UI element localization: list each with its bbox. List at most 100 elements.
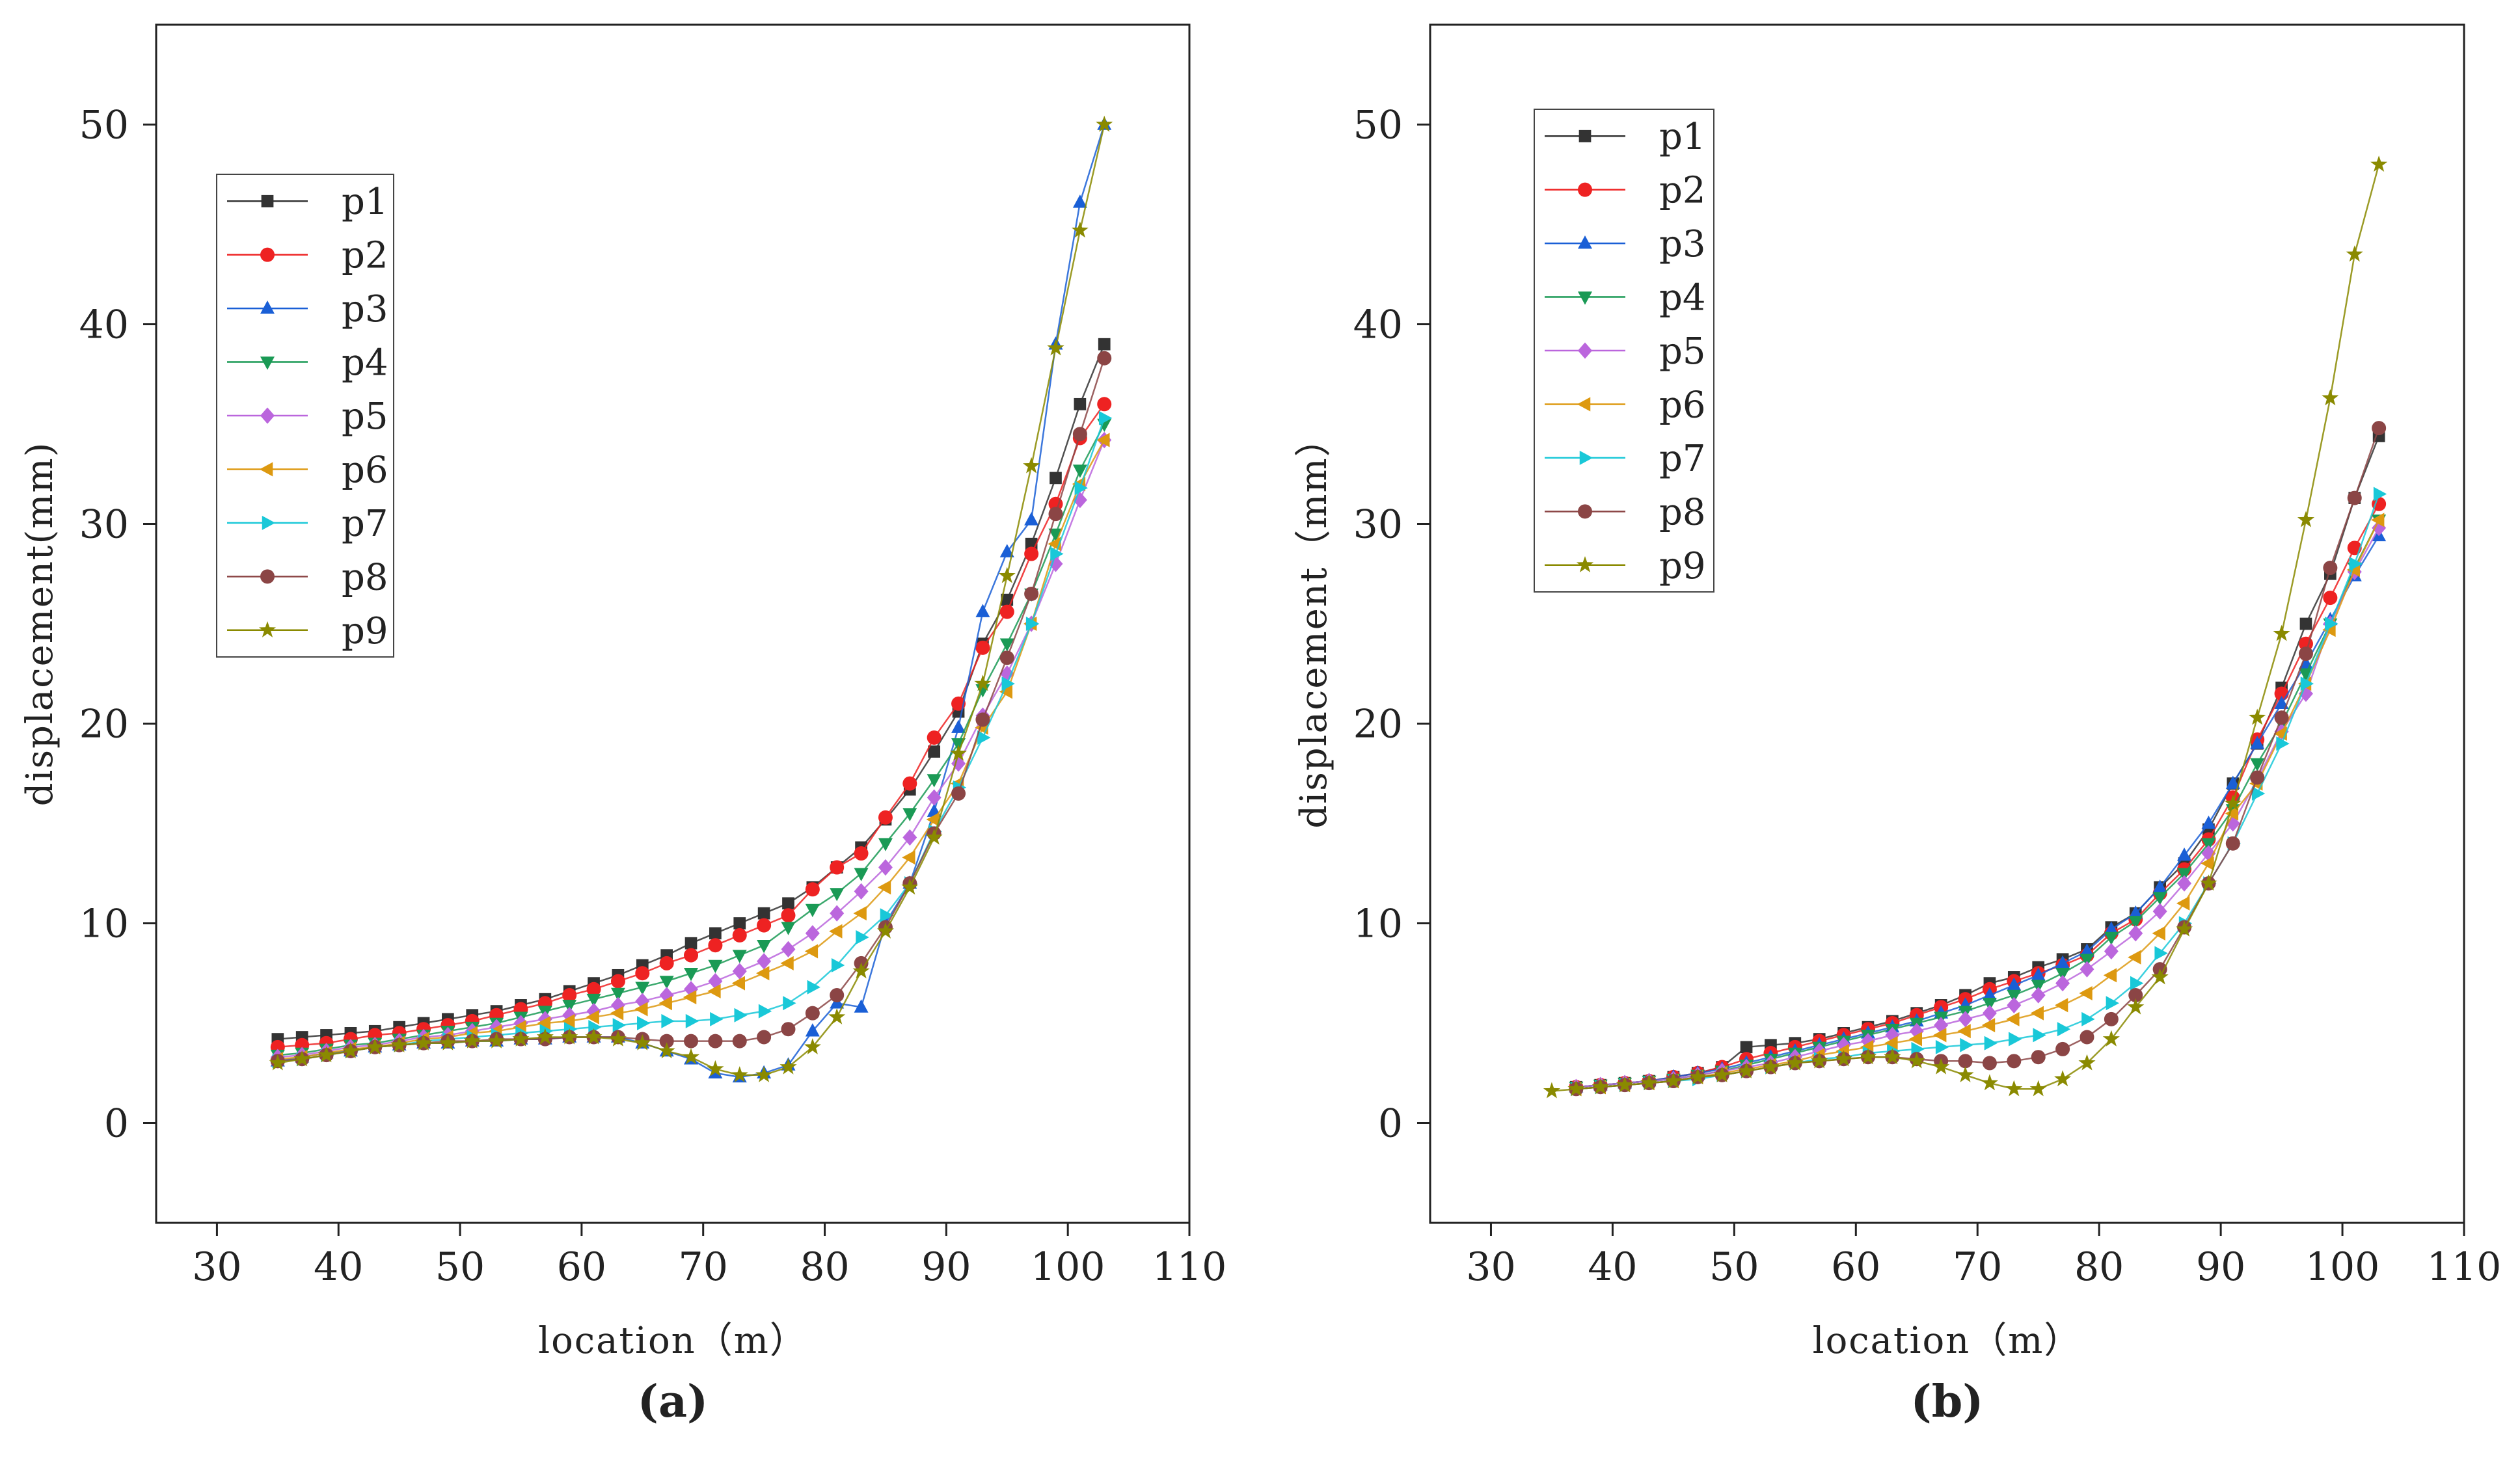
x-tick-label: 40: [314, 1244, 363, 1290]
data-point-p6: [926, 812, 940, 827]
y-tick-label: 40: [1353, 302, 1403, 348]
series-line-p2: [1576, 503, 2380, 1088]
data-point-p7: [1098, 410, 1113, 425]
data-point-p9: [1713, 1066, 1731, 1082]
data-point-p9: [828, 1008, 846, 1024]
data-point-p7: [2251, 786, 2266, 801]
data-point-p4: [805, 903, 820, 918]
data-point-p4: [830, 888, 845, 902]
legend-marker-p1: [261, 194, 274, 207]
data-point-p3: [854, 999, 869, 1013]
data-point-p9: [585, 1028, 603, 1045]
data-point-p8: [2080, 1030, 2094, 1045]
panel-a: 30 40 50 60 70 80 90 100 110 0 10 20 30 40 50 location（…: [19, 23, 1226, 1428]
data-point-p7: [1025, 617, 1040, 631]
data-point-p7: [637, 1016, 651, 1030]
data-point-p5: [927, 789, 942, 806]
data-point-p7: [685, 1013, 699, 1028]
legend-label-p7: p7: [1659, 438, 1705, 480]
data-point-p4: [1072, 464, 1087, 478]
x-tick-label: 100: [1031, 1244, 1105, 1290]
data-point-p7: [1960, 1037, 1973, 1052]
data-point-p8: [975, 712, 990, 727]
data-point-p4: [2177, 868, 2192, 881]
data-point-p9: [658, 1042, 675, 1059]
panel-b: 30 40 50 60 70 80 90 100 110 0 10 20 30 40 50 location（…: [1293, 23, 2501, 1428]
data-point-p3: [2152, 879, 2167, 893]
data-point-p7: [831, 957, 845, 972]
legend: p1 p2 p3 p4 p5 p6 p7 p8 p9: [1534, 109, 1714, 593]
data-point-p4: [1048, 528, 1063, 542]
data-point-p3: [2055, 955, 2070, 969]
data-point-p6: [586, 1009, 599, 1024]
data-point-p8: [1097, 351, 1112, 366]
data-point-p2: [854, 846, 869, 861]
data-point-p9: [366, 1038, 384, 1054]
data-point-p3: [2201, 815, 2216, 829]
data-point-p9: [2200, 874, 2217, 891]
data-point-p6: [2152, 926, 2165, 941]
data-point-p7: [807, 980, 820, 995]
data-point-p7: [661, 1013, 675, 1028]
data-point-p9: [682, 1048, 700, 1065]
data-point-p8: [781, 1022, 796, 1037]
data-point-p5: [854, 883, 869, 900]
data-point-p9: [439, 1034, 457, 1050]
data-point-p7: [2106, 996, 2119, 1011]
data-point-p9: [2224, 794, 2242, 811]
data-point-p9: [707, 1060, 724, 1076]
data-point-p9: [1957, 1066, 1974, 1082]
data-point-p4: [878, 838, 893, 851]
series-p5: [1569, 519, 2387, 1095]
series-p4: [270, 418, 1112, 1063]
legend-marker-p4: [1578, 291, 1592, 305]
data-point-p3: [975, 604, 990, 617]
data-point-p2: [902, 776, 917, 791]
data-point-p9: [609, 1030, 627, 1047]
data-point-p9: [1543, 1082, 1560, 1099]
data-point-p9: [536, 1028, 554, 1045]
y-tick-label: 40: [79, 302, 129, 348]
data-point-p3: [2225, 775, 2240, 789]
data-point-p9: [1762, 1058, 1780, 1075]
data-point-p9: [318, 1046, 335, 1063]
data-point-p4: [781, 922, 796, 935]
legend: p1 p2 p3 p4 p5 p6 p7 p8 p9: [216, 174, 394, 658]
data-point-p8: [2225, 836, 2240, 851]
data-point-p5: [830, 905, 845, 922]
x-tick-label: 80: [800, 1244, 849, 1290]
data-point-p7: [1001, 676, 1015, 691]
data-point-p8: [1048, 507, 1063, 522]
data-point-p1: [2299, 617, 2312, 630]
data-point-p6: [1933, 1028, 1947, 1043]
data-point-p7: [2373, 487, 2387, 501]
data-point-p5: [2152, 903, 2167, 920]
data-point-p4: [586, 993, 601, 1008]
data-point-p6: [804, 944, 819, 959]
data-point-p3: [2128, 905, 2143, 919]
data-point-p9: [342, 1042, 359, 1059]
legend-label-p4: p4: [342, 342, 388, 384]
data-point-p2: [635, 966, 650, 981]
series-p4: [1569, 515, 2387, 1095]
plot-frame: [1429, 23, 2465, 1224]
data-point-p6: [999, 684, 1013, 699]
data-point-p4: [2104, 931, 2119, 946]
data-point-p9: [1640, 1074, 1658, 1091]
data-point-p6: [2079, 985, 2093, 1000]
data-point-p8: [757, 1030, 772, 1045]
data-point-p4: [635, 982, 650, 995]
data-point-p5: [610, 996, 625, 1014]
data-point-p5: [902, 829, 917, 846]
legend-label-p4: p4: [1659, 277, 1705, 319]
data-point-p2: [757, 918, 772, 933]
data-point-p3: [999, 544, 1014, 557]
legend-label-p9: p9: [1659, 545, 1705, 587]
y-axis-title: displacement(mm): [19, 442, 61, 807]
data-point-p9: [998, 567, 1016, 583]
x-tick-label: 100: [2305, 1244, 2380, 1290]
data-point-p3: [2177, 848, 2192, 861]
data-point-p9: [779, 1058, 797, 1075]
data-point-p6: [853, 906, 867, 921]
